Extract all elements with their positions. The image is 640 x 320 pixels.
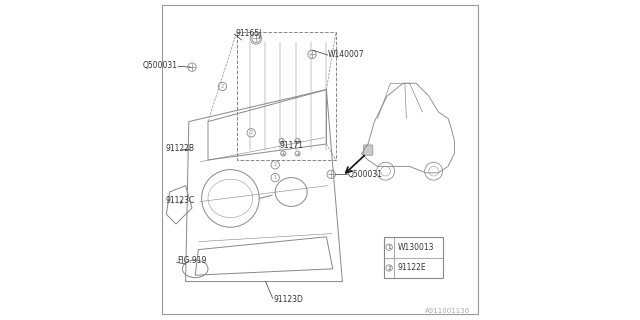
Text: 91123C: 91123C — [166, 196, 195, 204]
Text: 2: 2 — [250, 130, 253, 135]
Text: 1: 1 — [274, 175, 276, 180]
Text: 91123D: 91123D — [274, 295, 303, 304]
Text: W140007: W140007 — [328, 50, 365, 59]
Text: A911001136: A911001136 — [425, 308, 470, 314]
FancyBboxPatch shape — [364, 145, 372, 155]
Text: 2: 2 — [387, 266, 391, 270]
Text: 2: 2 — [274, 162, 276, 167]
Text: 91171: 91171 — [280, 141, 304, 150]
Text: W130013: W130013 — [397, 243, 434, 252]
Text: FIG.919: FIG.919 — [178, 256, 207, 265]
Text: 2: 2 — [221, 84, 224, 89]
Text: 1: 1 — [387, 245, 391, 250]
Text: 91122E: 91122E — [397, 263, 426, 273]
Text: 91165J: 91165J — [236, 29, 262, 38]
Text: 91122B: 91122B — [166, 144, 195, 153]
Text: Q500031: Q500031 — [143, 61, 178, 70]
Text: Q500031: Q500031 — [347, 170, 382, 179]
